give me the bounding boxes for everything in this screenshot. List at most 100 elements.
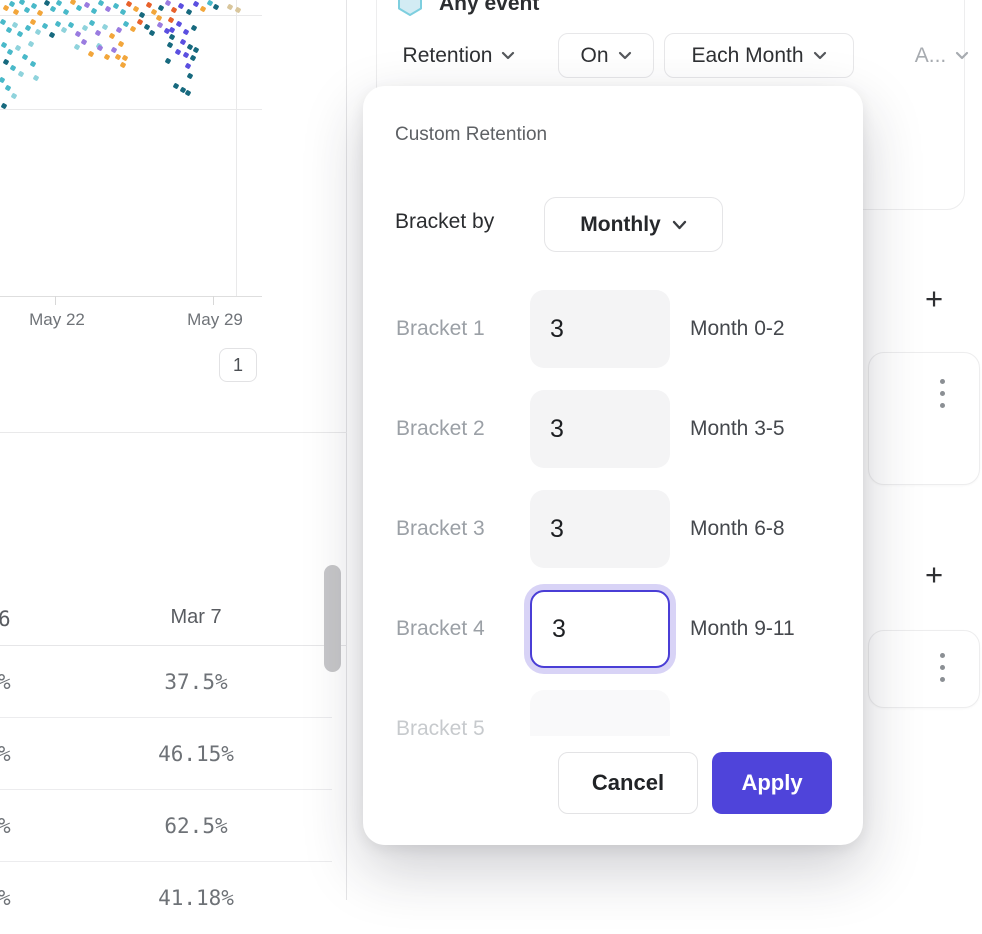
apply-button[interactable]: Apply xyxy=(712,752,832,814)
scatter-point xyxy=(170,6,178,14)
dropdown-label: Retention xyxy=(402,43,493,67)
scatter-point xyxy=(87,50,95,58)
scatter-point xyxy=(55,0,63,7)
scatter-point xyxy=(41,22,49,30)
scatter-point xyxy=(190,24,198,32)
table-row: % 62.5% xyxy=(0,790,332,862)
scatter-point xyxy=(179,38,187,46)
scatter-point xyxy=(32,74,40,82)
bracket-size-input[interactable] xyxy=(530,390,670,468)
scatter-point xyxy=(27,40,35,48)
report-left-panel: May 22 May 29 1 6 Mar 7 % 37.5% % 46.15%… xyxy=(0,0,347,910)
scatter-point xyxy=(60,26,68,34)
table-cell-value: 62.5% xyxy=(164,813,228,838)
scatter-point xyxy=(88,19,96,27)
frequency-dropdown[interactable]: Each Month xyxy=(664,33,854,78)
kebab-menu-icon[interactable] xyxy=(934,653,950,682)
bracket-size-input[interactable] xyxy=(530,490,670,568)
table-header-divider xyxy=(0,645,347,646)
scatter-point xyxy=(148,29,156,37)
x-axis-tick xyxy=(213,296,214,305)
bracket-list: Bracket 1 Month 0-2 Bracket 2 Month 3-5 … xyxy=(363,290,863,736)
vertical-scrollbar-thumb[interactable] xyxy=(324,565,341,672)
section-divider xyxy=(0,432,347,433)
scatter-point xyxy=(182,28,190,36)
scatter-point xyxy=(2,58,10,66)
kebab-menu-icon[interactable] xyxy=(934,379,950,408)
table-cell-value: 46.15% xyxy=(158,741,234,766)
chevron-down-icon xyxy=(672,220,687,230)
add-step-button[interactable]: + xyxy=(924,281,944,316)
x-axis-tick xyxy=(55,296,56,305)
bracket-range-label: Month 6-8 xyxy=(690,517,785,540)
scatter-point xyxy=(108,32,116,40)
table-cell-partial: % xyxy=(0,742,11,766)
scatter-point xyxy=(0,41,8,49)
scatter-point xyxy=(192,46,200,54)
scatter-point xyxy=(186,72,194,80)
bracket-size-input[interactable] xyxy=(530,690,670,736)
scatter-point xyxy=(112,2,120,10)
scatter-point xyxy=(49,5,57,13)
scatter-point xyxy=(172,82,180,90)
scatter-point xyxy=(6,48,14,56)
rail-card xyxy=(868,352,980,485)
event-row[interactable]: Any event xyxy=(397,0,539,20)
retention-type-dropdown[interactable]: Retention xyxy=(399,33,519,78)
scatter-point xyxy=(94,29,102,37)
bracket-range-label: Month 9-11 xyxy=(690,617,795,640)
custom-retention-modal: Custom Retention Bracket by Monthly Brac… xyxy=(363,86,863,845)
scatter-point xyxy=(10,92,18,100)
scatter-point xyxy=(145,1,153,9)
bracket-by-label: Bracket by xyxy=(395,210,495,233)
modal-title: Custom Retention xyxy=(395,124,548,145)
scatter-point xyxy=(103,53,111,61)
on-dropdown[interactable]: On xyxy=(558,33,654,78)
scatter-point xyxy=(121,54,129,62)
pagination-page-button[interactable]: 1 xyxy=(219,348,257,382)
table-row: % 41.18% xyxy=(0,862,332,934)
chevron-down-icon xyxy=(501,51,515,60)
scatter-point xyxy=(177,2,185,10)
scatter-point xyxy=(110,46,118,54)
scatter-point xyxy=(212,3,220,11)
scatter-point xyxy=(122,20,130,28)
chevron-down-icon xyxy=(618,51,632,60)
scatter-point xyxy=(175,20,183,28)
gridline xyxy=(0,109,262,110)
bracket-label: Bracket 1 xyxy=(396,317,485,340)
scatter-point xyxy=(81,24,89,32)
scatter-point xyxy=(29,60,37,68)
scatter-point xyxy=(138,11,146,19)
dropdown-label: A... xyxy=(914,43,947,67)
truncated-dropdown[interactable]: A... xyxy=(904,33,980,78)
scatter-point xyxy=(115,26,123,34)
scatter-point xyxy=(157,4,165,12)
add-step-button[interactable]: + xyxy=(924,557,944,592)
bracket-size-input[interactable] xyxy=(530,590,670,668)
cancel-button[interactable]: Cancel xyxy=(558,752,698,814)
scatter-point xyxy=(104,5,112,13)
table-cell-value: 41.18% xyxy=(158,886,234,910)
bracket-size-input[interactable] xyxy=(530,290,670,368)
table-row: % 46.15% xyxy=(0,718,332,790)
scatter-point xyxy=(4,84,12,92)
table-body: % 37.5% % 46.15% % 62.5% % 41.18% xyxy=(0,646,332,934)
x-axis-label: May 29 xyxy=(187,310,243,329)
x-axis-label: May 22 xyxy=(29,310,85,329)
scatter-point xyxy=(136,18,144,26)
scatter-point xyxy=(43,0,51,7)
scatter-point xyxy=(11,21,19,29)
scatter-point xyxy=(9,64,17,72)
scatter-point xyxy=(80,38,88,46)
gridline xyxy=(0,15,262,16)
scatter-point xyxy=(0,18,7,26)
scatter-point xyxy=(97,0,105,7)
bracket-label: Bracket 2 xyxy=(396,417,485,440)
scatter-point xyxy=(166,41,174,49)
scatter-point xyxy=(125,0,133,8)
bracket-by-dropdown[interactable]: Monthly xyxy=(544,197,723,252)
table-cell-partial: % xyxy=(0,670,11,694)
bracket-range-label: Month 0-2 xyxy=(690,317,785,340)
event-name-label: Any event xyxy=(439,0,540,15)
